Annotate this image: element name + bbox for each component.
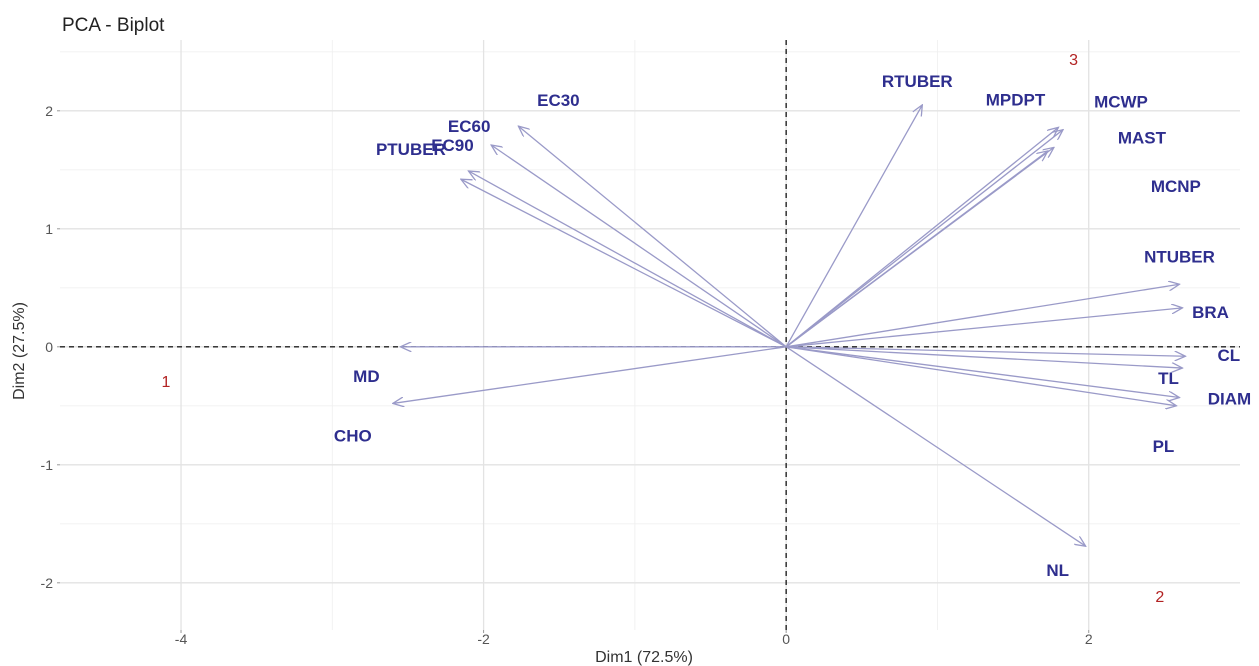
y-tick-label: 0 bbox=[45, 339, 53, 355]
x-tick-label: 2 bbox=[1085, 631, 1093, 647]
arrow-ec30 bbox=[518, 126, 787, 348]
arrow-bra bbox=[786, 308, 1182, 348]
arrow-nl bbox=[785, 346, 1086, 546]
plot-title: PCA - Biplot bbox=[62, 15, 165, 36]
y-tick-label: 1 bbox=[45, 221, 53, 237]
variable-label-diam: DIAM bbox=[1208, 390, 1251, 409]
arrow-ec90 bbox=[468, 171, 787, 348]
variable-label-ptuber: PTUBER bbox=[376, 140, 446, 159]
arrow-mpdpt bbox=[785, 127, 1058, 348]
variable-label-md: MD bbox=[353, 367, 379, 386]
arrow-ec60 bbox=[491, 145, 787, 348]
arrow-tl bbox=[786, 346, 1182, 368]
variable-label-mcnp: MCNP bbox=[1151, 177, 1201, 196]
variable-label-ec60: EC60 bbox=[448, 117, 491, 136]
individual-label: 2 bbox=[1155, 589, 1164, 606]
variable-label-nl: NL bbox=[1046, 561, 1069, 580]
variable-label-cho: CHO bbox=[334, 426, 372, 445]
x-tick-label: 0 bbox=[782, 631, 790, 647]
arrow-pl bbox=[786, 346, 1176, 406]
variable-label-cl: CL bbox=[1218, 346, 1241, 365]
variable-label-ec90: EC90 bbox=[431, 136, 474, 155]
x-tick-label: -4 bbox=[175, 631, 188, 647]
individual-label: 3 bbox=[1069, 52, 1078, 69]
arrow-rtuber bbox=[785, 105, 922, 348]
y-tick-label: -1 bbox=[41, 457, 54, 473]
variable-label-tl: TL bbox=[1158, 369, 1179, 388]
variable-label-ntuber: NTUBER bbox=[1144, 247, 1215, 266]
arrow-ptuber bbox=[461, 179, 787, 348]
variable-label-rtuber: RTUBER bbox=[882, 72, 953, 91]
variable-label-ec30: EC30 bbox=[537, 91, 580, 110]
individual-label: 1 bbox=[161, 374, 170, 391]
variable-label-bra: BRA bbox=[1192, 303, 1229, 322]
arrow-diam bbox=[786, 346, 1179, 398]
x-axis-title: Dim1 (72.5%) bbox=[595, 649, 693, 666]
grid bbox=[60, 40, 1240, 630]
x-tick-label: -2 bbox=[477, 631, 490, 647]
y-tick-label: 2 bbox=[45, 103, 53, 119]
variable-arrows bbox=[393, 105, 1186, 546]
arrow-cho bbox=[393, 346, 787, 404]
y-axis-title: Dim2 (27.5%) bbox=[11, 302, 28, 400]
arrow-ntuber bbox=[786, 284, 1179, 348]
variable-label-mcwp: MCWP bbox=[1094, 93, 1148, 112]
y-tick-label: -2 bbox=[41, 575, 54, 591]
individual-labels: 1 2 3 bbox=[161, 52, 1164, 606]
variable-label-pl: PL bbox=[1153, 437, 1175, 456]
arrow-mcnp bbox=[785, 151, 1048, 348]
zero-lines bbox=[60, 40, 1240, 630]
tick-labels: -4 -2 0 2 -2 -1 0 1 2 bbox=[41, 103, 1093, 647]
variable-label-mast: MAST bbox=[1118, 128, 1167, 147]
arrow-mcwp bbox=[785, 130, 1063, 348]
variable-label-mpdpt: MPDPT bbox=[986, 90, 1046, 109]
arrow-cl bbox=[786, 346, 1185, 356]
